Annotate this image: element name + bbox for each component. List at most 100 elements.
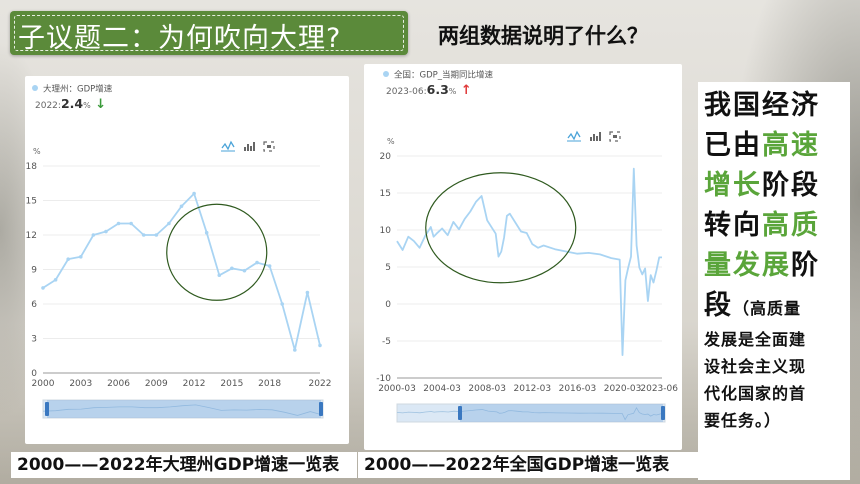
y-tick-label: 0 <box>31 369 37 379</box>
legend-dot <box>383 71 389 77</box>
conclusion-box: 我国经济 已由高速 增长阶段 转向高质 量发展阶 段（高质量 发展是全面建 设社… <box>698 82 850 480</box>
data-point <box>53 278 58 282</box>
x-tick-label: 2004-03 <box>423 384 461 394</box>
y-axis-unit: % <box>33 147 41 156</box>
zoom-preview-line <box>396 406 665 421</box>
chart-toolbar <box>221 140 275 152</box>
title-banner-border <box>14 15 404 51</box>
legend-label: 全国：GDP_当期同比增速 <box>394 70 494 81</box>
data-point <box>280 302 285 306</box>
x-tick-label: 2018 <box>258 379 281 389</box>
y-tick-label: 15 <box>26 197 37 207</box>
conclusion-line-6: 段（高质量 <box>704 290 802 321</box>
fullscreen-icon-frame <box>263 141 275 152</box>
data-point <box>129 221 133 226</box>
bar-chart-icon-bar <box>244 147 246 151</box>
conclusion-line-2: 已由高速 <box>704 130 820 161</box>
bar-chart-icon-bar <box>250 146 252 151</box>
data-point <box>66 257 70 261</box>
data-zoom-slider <box>396 403 666 423</box>
data-point <box>230 266 234 271</box>
y-tick-label: 9 <box>31 266 37 276</box>
bar-chart-icon-bar <box>596 136 598 141</box>
data-point <box>141 233 146 237</box>
caption-left: 2000——2022年大理州GDP增速一览表 <box>11 452 357 478</box>
y-tick-label: -10 <box>376 374 391 384</box>
chart-panel-dali: 大理州：GDP增速 2022:2.4% ↓% 0 3 6 9 12 15 18 2000 2003 2… <box>25 76 349 444</box>
bar-chart-icon-bar <box>247 144 249 151</box>
fullscreen-icon <box>263 141 275 152</box>
caption-right: 2000——2022年全国GDP增速一览表 <box>358 452 704 478</box>
x-tick-label: 2012-03 <box>514 384 552 394</box>
data-point <box>154 233 159 237</box>
series-line <box>396 167 662 357</box>
data-point <box>116 221 121 226</box>
readout: 2023-06:6.3% ↑ <box>386 82 472 98</box>
conclusion-note-4: 代化国家的首 <box>704 384 807 403</box>
fullscreen-icon-frame <box>609 131 621 142</box>
data-zoom-slider <box>42 399 324 419</box>
zoom-handle-left <box>458 406 462 420</box>
line-chart-icon <box>221 140 235 152</box>
chart-panel-national: 全国：GDP_当期同比增速 2023-06:6.3% ↑% -10 -5 0 5 10 15 2… <box>364 64 682 450</box>
fullscreen-icon-center <box>267 145 271 148</box>
zoom-handle-right <box>661 406 665 420</box>
y-tick-label: 15 <box>380 189 391 199</box>
question-text: 两组数据说明了什么？ <box>438 24 648 48</box>
data-point <box>41 286 45 290</box>
data-point <box>204 230 209 235</box>
bar-chart-icon <box>244 142 255 151</box>
bar-chart-icon-bar <box>253 142 255 151</box>
y-tick-label: 5 <box>385 263 391 273</box>
bar-chart-icon-bar <box>599 132 601 141</box>
data-point <box>104 229 108 234</box>
y-tick-label: 20 <box>380 152 392 162</box>
line-chart-icon-path <box>567 130 581 141</box>
bar-chart-icon-bar <box>593 134 595 141</box>
conclusion-line-5: 量发展阶 <box>704 250 820 281</box>
x-tick-label: 2012 <box>183 379 206 389</box>
zoom-handle-left <box>45 402 49 416</box>
data-point <box>192 191 196 196</box>
data-point <box>179 204 184 209</box>
zoom-preview-line <box>42 404 324 416</box>
annotation-circle <box>166 203 268 301</box>
line-chart-icon <box>567 130 581 142</box>
y-tick-label: 3 <box>31 335 37 345</box>
bar-chart-icon <box>590 132 601 141</box>
zoom-selection <box>47 400 321 418</box>
x-tick-label: 2000 <box>32 379 55 389</box>
data-point <box>91 233 96 237</box>
fullscreen-icon-center <box>613 135 617 138</box>
y-tick-label: 0 <box>385 300 391 310</box>
y-tick-label: -5 <box>382 337 391 347</box>
conclusion-line-3: 增长阶段 <box>704 170 820 201</box>
data-point <box>293 348 297 352</box>
data-point <box>242 268 247 273</box>
data-point <box>167 221 171 226</box>
conclusion-note-3: 设社会主义现 <box>704 357 807 376</box>
x-tick-label: 2008-03 <box>468 384 506 394</box>
series-line <box>42 192 321 351</box>
x-tick-label: 2023-06 <box>640 384 678 394</box>
x-tick-label: 2006 <box>107 379 130 389</box>
chart-toolbar <box>567 130 621 142</box>
conclusion-note-5: 要任务。） <box>704 411 782 430</box>
data-point <box>318 343 322 348</box>
title-banner: 子议题二：为何吹向大理? <box>10 11 408 55</box>
conclusion-line-4: 转向高质 <box>704 210 820 241</box>
data-point <box>305 290 310 295</box>
readout: 2022:2.4% ↓ <box>35 96 106 112</box>
x-tick-label: 2003 <box>69 379 92 389</box>
y-tick-label: 12 <box>26 231 37 241</box>
conclusion-line-1: 我国经济 <box>704 90 820 121</box>
data-point <box>78 255 83 259</box>
annotation-circle <box>425 172 577 284</box>
zoom-selection <box>460 404 663 422</box>
fullscreen-icon <box>609 131 621 142</box>
y-tick-label: 10 <box>380 226 392 236</box>
x-tick-label: 2016-03 <box>559 384 597 394</box>
slide-title: 子议题二：为何吹向大理? <box>18 23 342 54</box>
x-tick-label: 2000-03 <box>378 384 416 394</box>
